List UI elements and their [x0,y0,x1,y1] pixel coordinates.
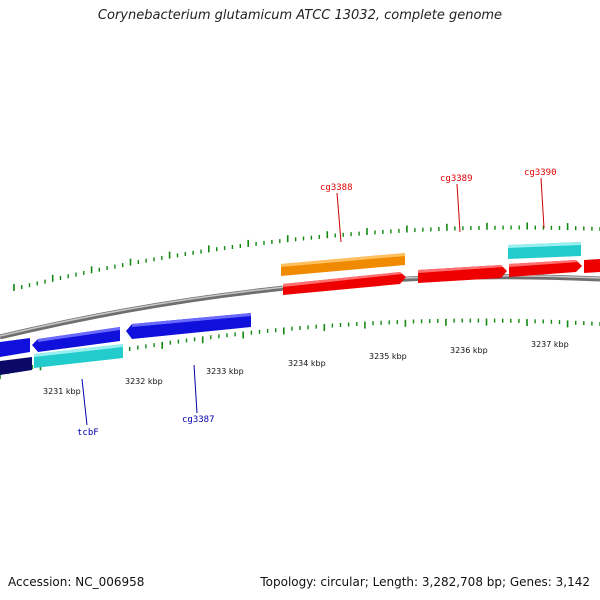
genome-title: Corynebacterium glutamicum ATCC 13032, c… [97,8,503,23]
upper-ruler [13,222,600,291]
genome-summary-text: Topology: circular; Length: 3,282,708 bp… [260,575,590,589]
gene-right-edge[interactable] [584,259,600,273]
tick-label-3233: 3233 kbp [206,367,244,376]
gene-blue-left[interactable] [0,338,30,357]
leader-cg3387 [193,364,198,414]
leader-cg3389 [456,183,461,233]
tick-label-3236: 3236 kbp [450,346,488,355]
gene-label-cg3390: cg3390 [524,168,557,178]
tick-label-3232: 3232 kbp [125,377,163,386]
gene-cyan-lower[interactable] [34,344,123,368]
tick-label-3237: 3237 kbp [531,340,569,349]
gene-cg3387[interactable] [126,313,251,339]
gene-label-cg3388: cg3388 [320,183,353,193]
tick-label-3235: 3235 kbp [369,352,407,361]
tick-label-3234: 3234 kbp [288,359,326,368]
leader-cg3388 [336,192,342,243]
leader-cg3390 [540,177,545,229]
gene-label-tcbF: tcbF [77,428,99,438]
tick-label-3231: 3231 kbp [43,387,81,396]
leader-tcbF [81,378,88,426]
gene-label-cg3389: cg3389 [440,174,473,184]
gene-label-cg3387: cg3387 [182,415,215,425]
gene-navy[interactable] [0,357,32,375]
gene-tcbF[interactable] [32,327,120,352]
accession-text: Accession: NC_006958 [8,575,145,589]
gene-cg3388[interactable] [283,272,406,295]
